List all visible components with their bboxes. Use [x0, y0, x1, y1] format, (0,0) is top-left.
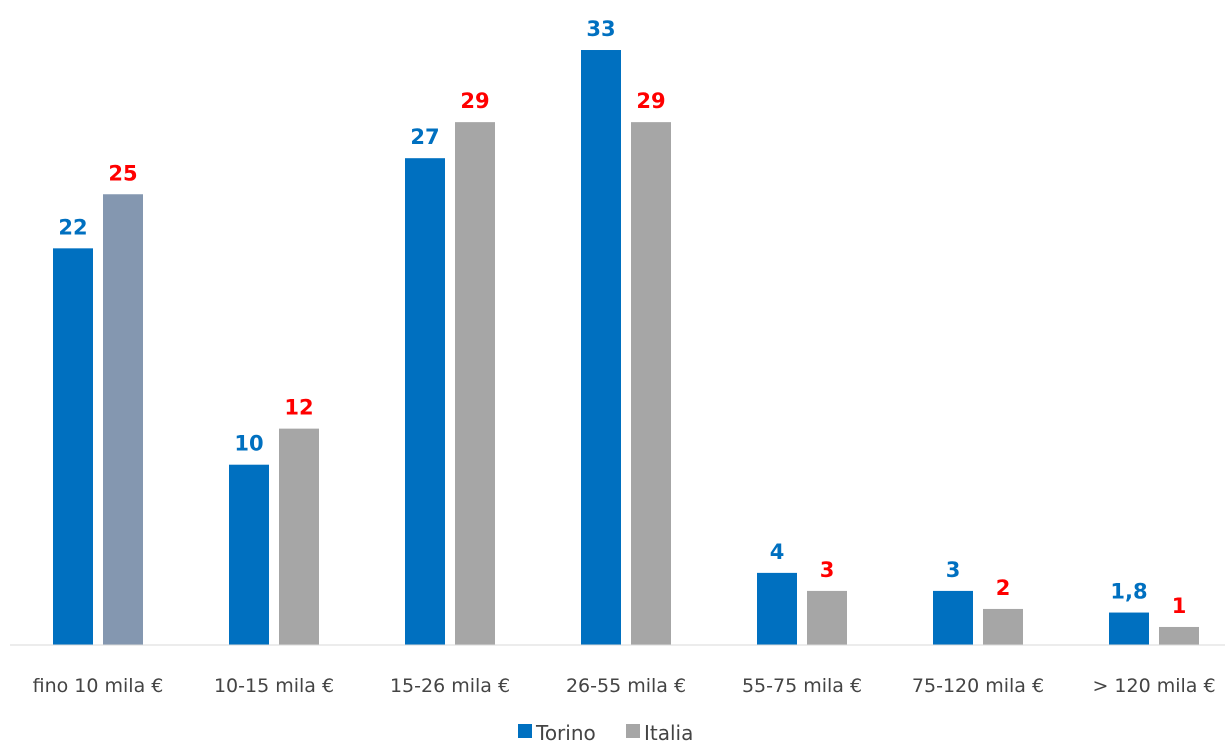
bar-italia-0 [103, 194, 143, 645]
bar-italia-5 [983, 608, 1023, 645]
value-label-italia-0: 25 [108, 161, 137, 185]
bar-torino-4 [757, 572, 797, 645]
value-label-torino-0: 22 [58, 215, 87, 239]
value-label-italia-3: 29 [636, 89, 665, 113]
bar-italia-3 [631, 122, 671, 645]
value-label-italia-6: 1 [1172, 594, 1187, 618]
bar-torino-6 [1109, 612, 1149, 645]
bar-torino-2 [405, 158, 445, 645]
value-label-torino-4: 4 [770, 540, 785, 564]
value-label-torino-1: 10 [234, 432, 263, 456]
category-label-6: > 120 mila € [1092, 675, 1215, 697]
bars-layer [53, 50, 1199, 645]
value-label-italia-1: 12 [284, 396, 313, 420]
category-label-2: 15-26 mila € [390, 675, 510, 697]
value-label-torino-2: 27 [410, 125, 439, 149]
value-label-italia-5: 2 [996, 576, 1011, 600]
value-label-italia-4: 3 [820, 558, 835, 582]
bar-torino-1 [229, 464, 269, 645]
value-label-italia-2: 29 [460, 89, 489, 113]
bar-italia-4 [807, 590, 847, 645]
category-label-5: 75-120 mila € [912, 675, 1044, 697]
bar-italia-2 [455, 122, 495, 645]
bar-torino-3 [581, 50, 621, 645]
category-label-1: 10-15 mila € [214, 675, 334, 697]
legend: Torino Italia [518, 721, 693, 745]
bar-italia-1 [279, 428, 319, 645]
category-label-3: 26-55 mila € [566, 675, 686, 697]
category-label-0: fino 10 mila € [33, 675, 164, 697]
category-labels-layer: fino 10 mila € 10-15 mila € 15-26 mila € 26… [33, 675, 1216, 697]
legend-label-italia: Italia [644, 721, 693, 745]
value-label-torino-6: 1,8 [1110, 580, 1147, 604]
value-label-torino-5: 3 [946, 558, 961, 582]
value-label-torino-3: 33 [586, 17, 615, 41]
bar-torino-5 [933, 590, 973, 645]
legend-swatch-torino [518, 724, 532, 738]
bar-italia-6 [1159, 626, 1199, 645]
legend-swatch-italia [626, 724, 640, 738]
bar-torino-0 [53, 248, 93, 645]
category-label-4: 55-75 mila € [742, 675, 862, 697]
legend-label-torino: Torino [535, 721, 596, 745]
